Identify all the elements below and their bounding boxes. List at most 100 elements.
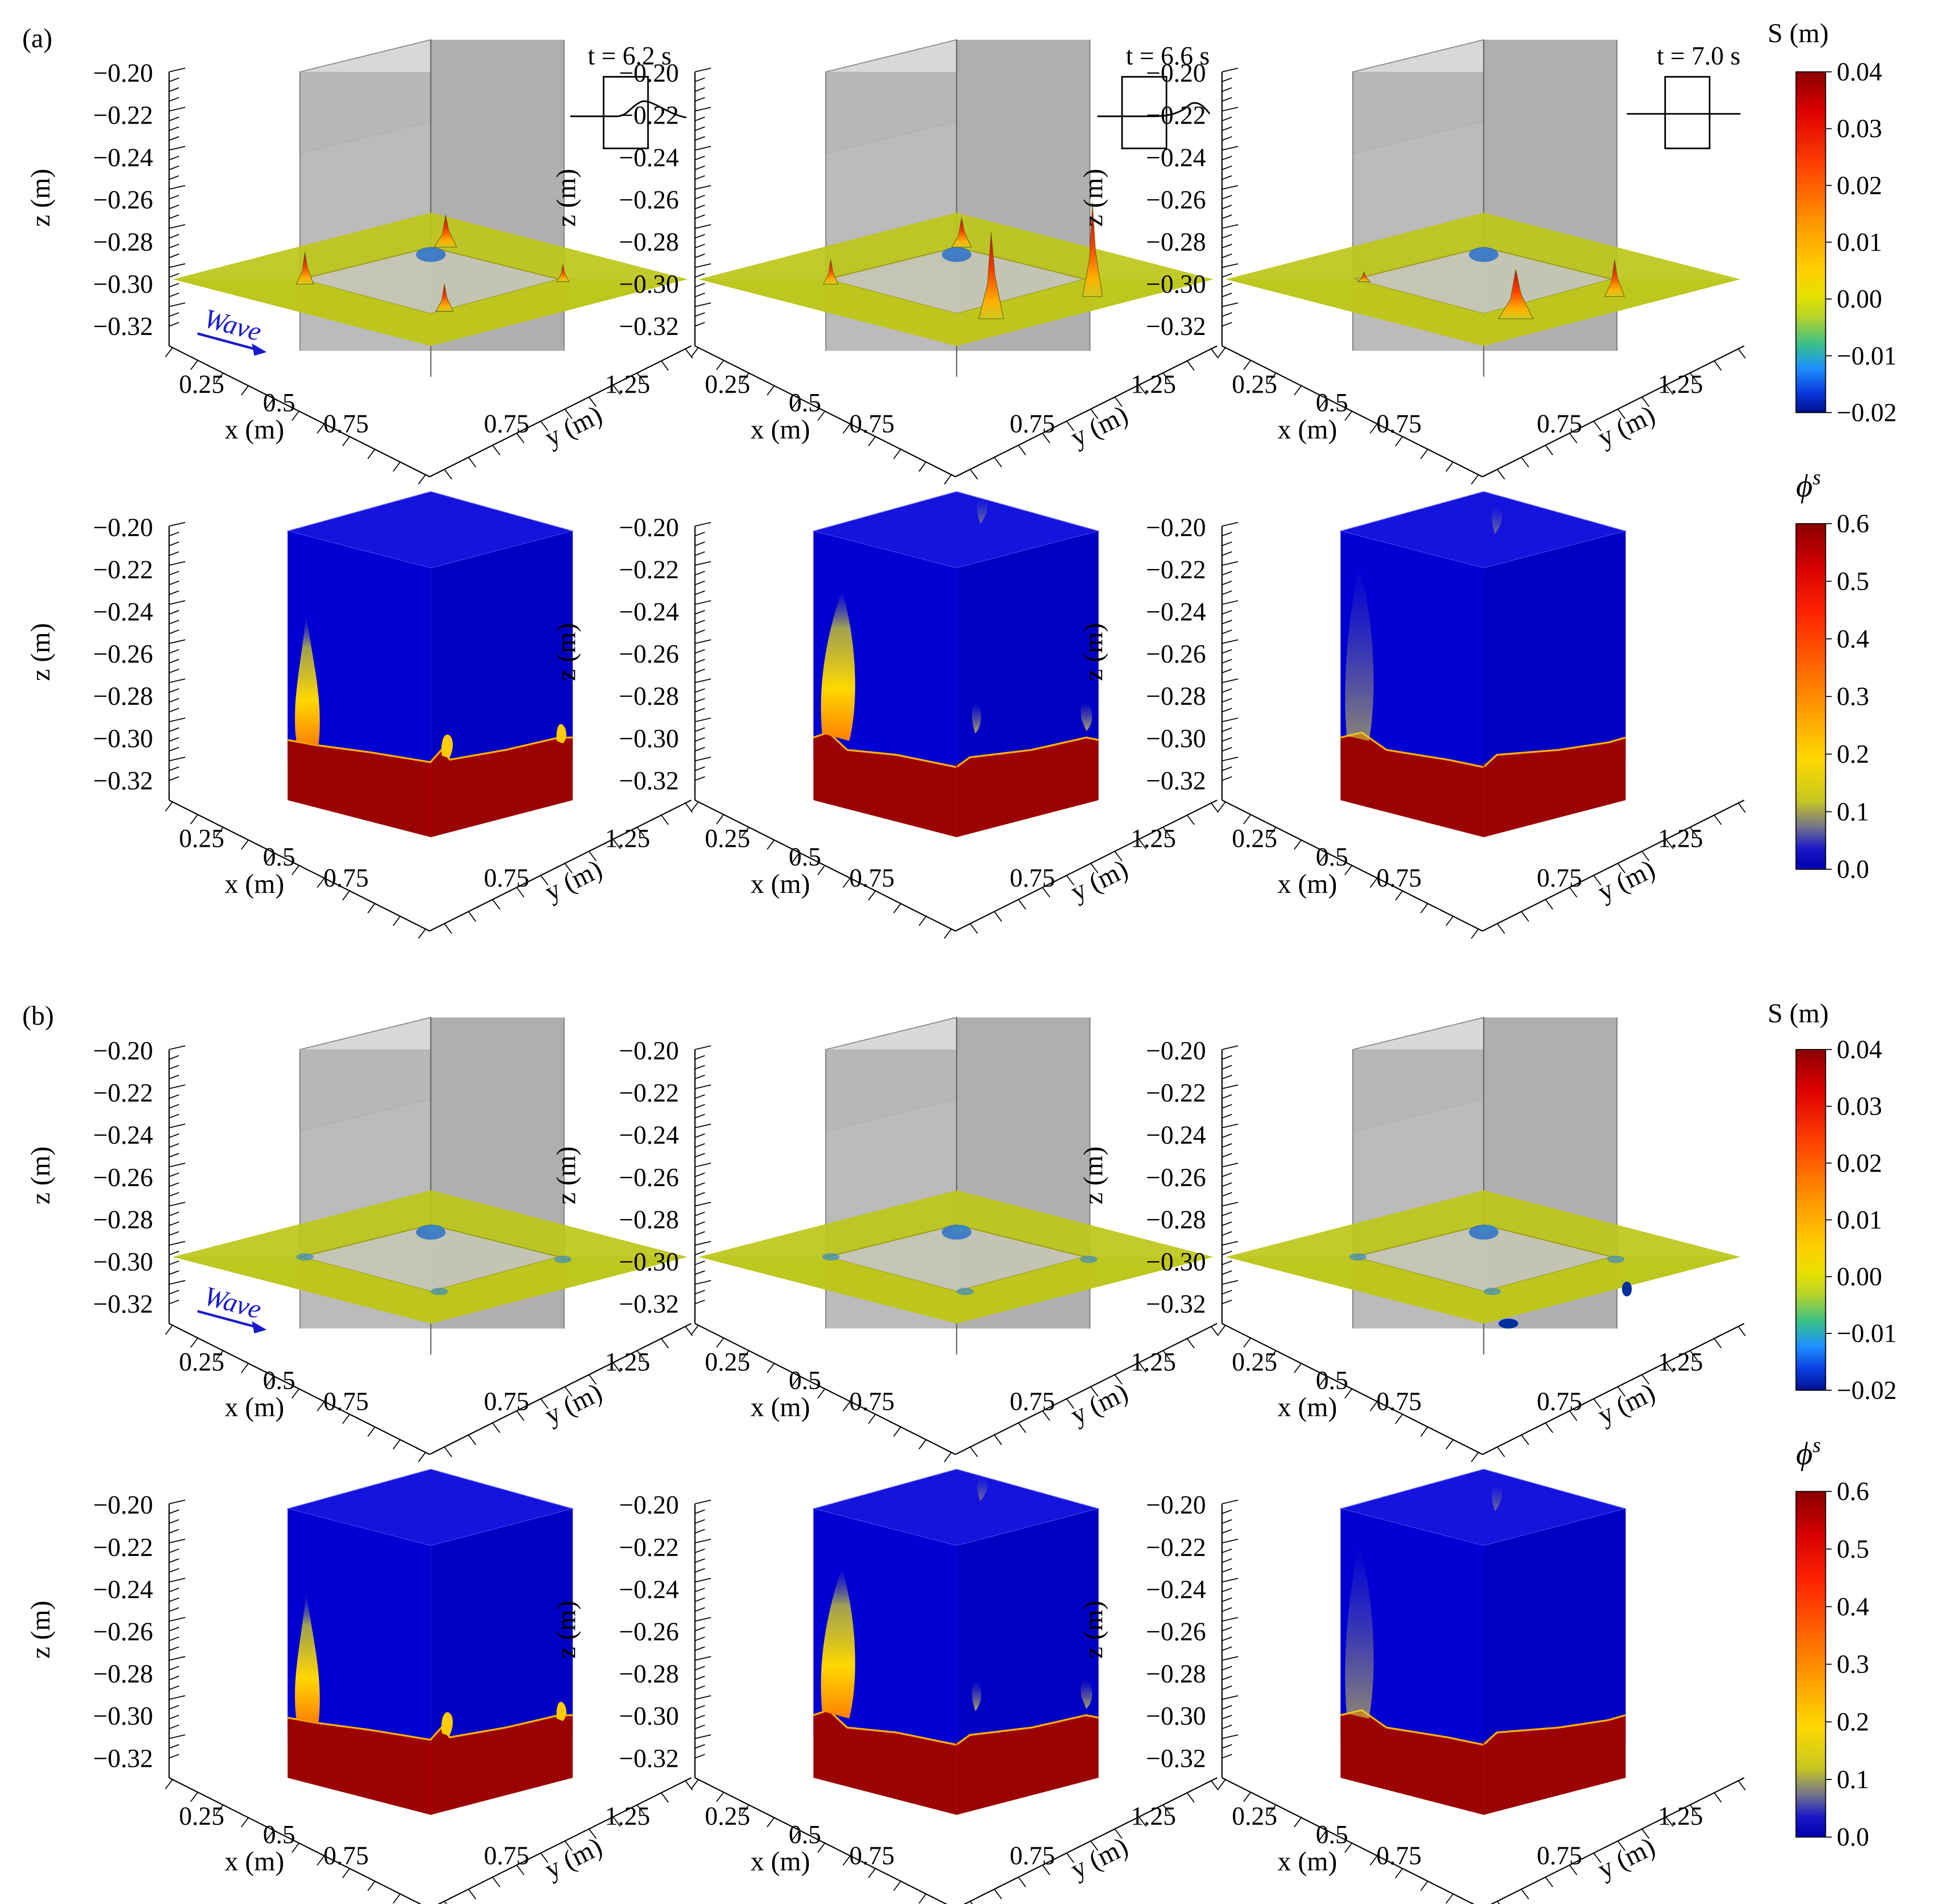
- y-tick: [994, 1888, 1002, 1900]
- y-tick: [1545, 1422, 1553, 1433]
- z-tick: [695, 541, 705, 546]
- y-tick-label: 1.25: [1658, 1347, 1703, 1376]
- x-tick: [1268, 1804, 1277, 1815]
- x-tick: [868, 890, 876, 901]
- z-tick: [695, 273, 705, 278]
- z-tick-label: −0.22: [1146, 1079, 1206, 1108]
- z-tick: [1221, 185, 1238, 190]
- y-axis-label: y (m): [540, 1377, 607, 1430]
- z-tick-label: −0.32: [619, 1289, 679, 1318]
- z-tick: [1221, 580, 1232, 586]
- surface-ripple: [951, 1224, 969, 1233]
- z-tick: [169, 1182, 179, 1187]
- z-tick: [1221, 136, 1232, 141]
- z-tick: [695, 619, 705, 625]
- z-tick: [169, 737, 179, 742]
- y-tick: [1114, 396, 1123, 407]
- z-tick-label: −0.24: [1146, 597, 1206, 626]
- y-tick-label: 0.75: [484, 1841, 529, 1870]
- z-tick-label: −0.20: [619, 59, 679, 88]
- y-tick: [1593, 1398, 1601, 1409]
- x-tick: [868, 1413, 876, 1424]
- z-tick: [695, 1211, 705, 1217]
- sediment-plume: [1345, 565, 1374, 741]
- x-axis-label: x (m): [224, 1393, 284, 1423]
- z-tick: [1221, 639, 1238, 644]
- y-tick: [444, 1901, 447, 1904]
- z-tick-label: −0.28: [619, 1659, 679, 1688]
- y-tick: [540, 1398, 549, 1409]
- z-tick: [1221, 77, 1232, 82]
- z-tick: [169, 1558, 179, 1563]
- z-tick-label: −0.24: [93, 143, 153, 172]
- z-tick: [169, 541, 179, 546]
- y-tick-label: 0.75: [1537, 863, 1583, 892]
- z-tick: [695, 1636, 705, 1641]
- z-tick: [1221, 737, 1232, 742]
- z-tick-label: −0.20: [93, 1036, 153, 1065]
- y-tick: [1713, 814, 1722, 825]
- z-tick: [169, 224, 186, 229]
- z-tick: [1221, 126, 1232, 131]
- z-tick-label: −0.22: [1146, 101, 1206, 130]
- z-tick: [1221, 532, 1232, 537]
- z-tick-label: −0.28: [93, 682, 153, 711]
- x-tick: [190, 1791, 199, 1802]
- y-tick: [1521, 1888, 1529, 1900]
- x-tick-label: 0.25: [1232, 824, 1278, 853]
- z-tick: [169, 1519, 179, 1524]
- z-tick: [169, 708, 179, 713]
- z-tick: [169, 1636, 179, 1641]
- x-tick: [1243, 813, 1252, 825]
- z-tick: [1221, 194, 1232, 200]
- z-tick: [169, 1251, 179, 1255]
- z-tick: [169, 571, 179, 576]
- z-tick: [169, 746, 179, 752]
- colorbar-tick-label: 0.1: [1837, 797, 1869, 826]
- y-tick: [969, 469, 978, 480]
- z-tick: [1221, 1251, 1232, 1255]
- x-tick: [741, 826, 750, 837]
- z-tick: [169, 1744, 179, 1749]
- y-tick: [1737, 1780, 1746, 1791]
- colorbar-tick-label: 0.04: [1837, 1035, 1882, 1064]
- x-tick-label: 0.75: [849, 1841, 895, 1870]
- z-tick-label: −0.20: [619, 1491, 679, 1520]
- colorbar-tick-label: −0.01: [1837, 341, 1897, 370]
- z-tick-label: −0.28: [619, 682, 679, 711]
- y-tick-label: 0.75: [1537, 409, 1583, 438]
- z-tick: [695, 1587, 705, 1592]
- z-tick: [169, 776, 179, 781]
- y-axis-label: y (m): [1066, 400, 1133, 453]
- z-tick: [695, 522, 712, 527]
- x-tick: [266, 1375, 275, 1386]
- z-tick-label: −0.30: [619, 270, 679, 299]
- z-tick-label: −0.26: [93, 1163, 153, 1192]
- free-surface-front: [698, 1257, 1214, 1324]
- x-tick: [766, 1363, 775, 1373]
- y-tick: [1018, 899, 1027, 910]
- y-tick-label: 1.25: [1131, 369, 1176, 398]
- z-tick: [1221, 1182, 1232, 1187]
- subplot-phi-2: −0.20 −0.22 −0.24 −0.26 −0.28 −0.30 −0.32 z (m)…: [1078, 491, 1746, 939]
- box-left-water: [1340, 531, 1484, 795]
- x-tick: [716, 359, 725, 370]
- x-tick-label: 0.5: [1316, 1366, 1348, 1395]
- y-tick: [1018, 444, 1027, 456]
- x-tick-label: 0.75: [1376, 863, 1422, 892]
- y-axis-label: y (m): [1066, 1832, 1133, 1885]
- x-tick: [944, 1451, 952, 1462]
- x-tick-label: 0.25: [179, 824, 224, 853]
- y-axis-label: y (m): [1593, 1832, 1660, 1885]
- z-tick: [169, 1162, 186, 1168]
- box-left-water: [287, 531, 431, 795]
- z-tick: [169, 273, 179, 278]
- x-tick-label: 0.5: [789, 388, 821, 417]
- x-tick: [893, 1880, 902, 1891]
- x-tick: [792, 397, 801, 409]
- z-tick: [1221, 708, 1232, 713]
- x-tick: [1395, 436, 1404, 446]
- y-tick: [588, 1828, 597, 1839]
- surface-ripple: [1607, 1255, 1625, 1263]
- z-tick: [1221, 1587, 1232, 1592]
